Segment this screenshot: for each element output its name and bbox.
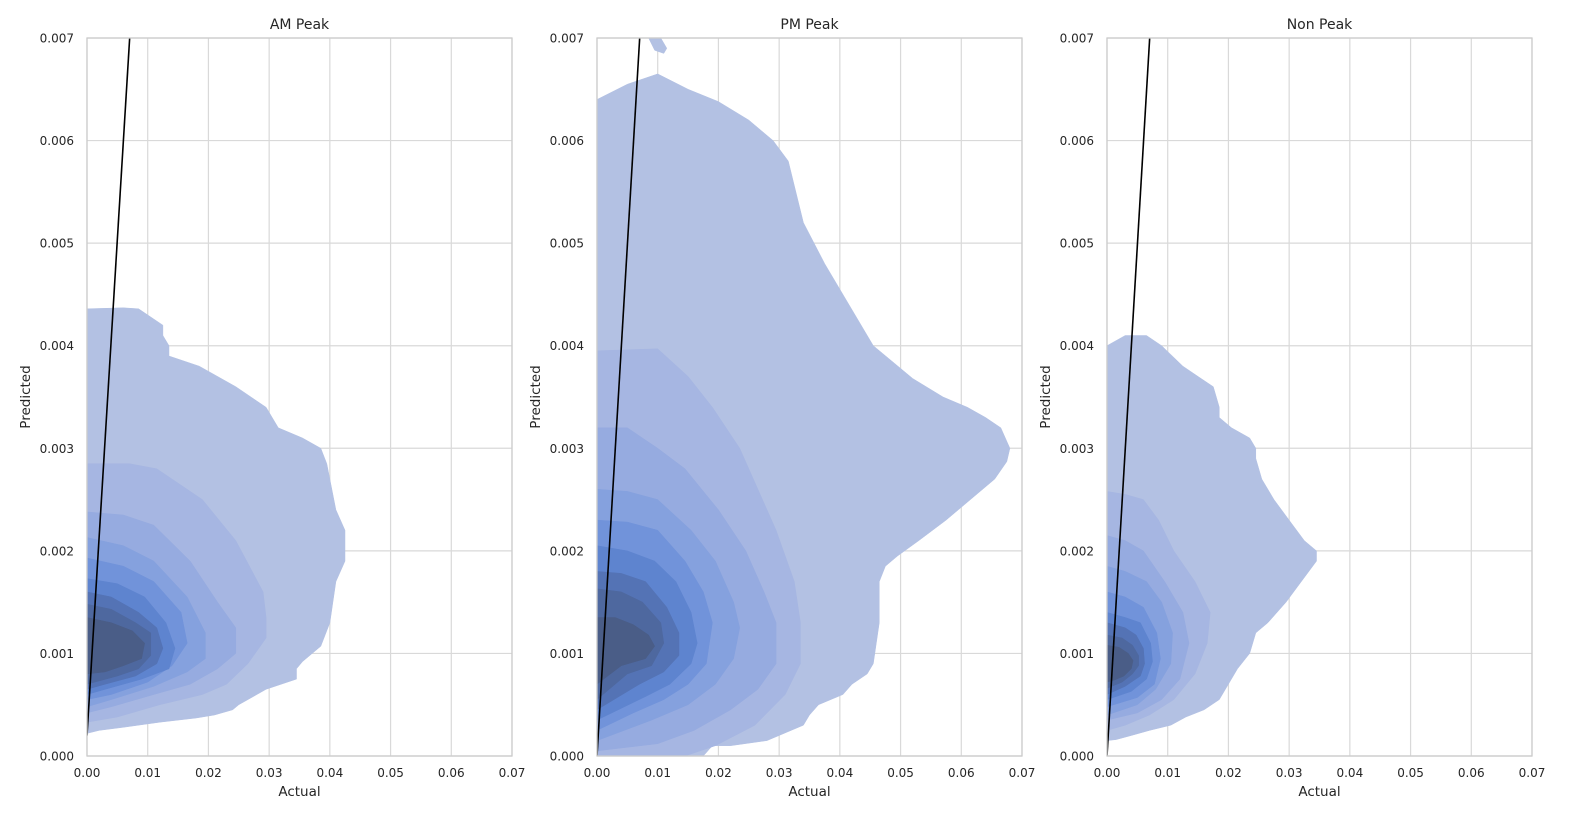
x-tick-label: 0.00 [74,766,101,780]
y-tick-label: 0.006 [550,134,584,148]
panel-title: AM Peak [270,17,330,33]
y-tick-label: 0.005 [550,237,584,251]
x-tick-label: 0.06 [438,766,465,780]
y-tick-label: 0.006 [1060,134,1094,148]
x-tick-label: 0.04 [316,766,343,780]
reference-line [1107,38,1151,756]
panel-1: 0.00 0.01 0.02 0.03 0.04 0.05 0.06 0.07 0.000 0.0… [18,17,525,800]
y-tick-label: 0.005 [1060,237,1094,251]
y-tick-label: 0.005 [40,237,74,251]
y-tick-label: 0.007 [550,32,584,46]
x-tick-label: 0.03 [766,766,793,780]
x-tick-label: 0.06 [948,766,975,780]
x-tick-label: 0.00 [584,766,611,780]
y-tick-label: 0.000 [550,750,584,764]
panel-2: 0.00 0.01 0.02 0.03 0.04 0.05 0.06 0.07 0.000 0.0… [528,17,1035,800]
x-axis-label: Actual [1298,784,1340,800]
y-tick-label: 0.002 [550,544,584,558]
y-tick-label: 0.002 [40,544,74,558]
x-tick-label: 0.04 [1336,766,1363,780]
x-tick-label: 0.02 [195,766,222,780]
y-tick-label: 0.007 [1060,32,1094,46]
y-tick-label: 0.003 [550,442,584,456]
kde-contour-level-9 [87,617,145,675]
y-tick-label: 0.004 [40,339,74,353]
y-tick-label: 0.007 [40,32,74,46]
kde-contours [1107,335,1317,741]
y-tick-label: 0.000 [1060,750,1094,764]
x-tick-label: 0.05 [887,766,914,780]
y-tick-label: 0.003 [40,442,74,456]
y-tick-label: 0.001 [550,647,584,661]
kde-contour-fragment [648,38,668,54]
reference-line [597,38,641,756]
panel-title: PM Peak [780,17,839,33]
y-tick-label: 0.006 [40,134,74,148]
x-tick-label: 0.01 [134,766,161,780]
kde-contours [87,307,346,734]
x-tick-label: 0.07 [1009,766,1036,780]
x-tick-label: 0.01 [1154,766,1181,780]
y-tick-label: 0.001 [40,647,74,661]
kde-contour-level-9 [597,617,655,685]
x-tick-label: 0.01 [644,766,671,780]
y-tick-label: 0.003 [1060,442,1094,456]
panel-title: Non Peak [1287,17,1353,33]
x-tick-label: 0.05 [1397,766,1424,780]
reference-line [87,38,131,736]
x-tick-label: 0.05 [377,766,404,780]
x-tick-label: 0.03 [256,766,283,780]
y-axis-label: Predicted [1038,365,1054,428]
x-tick-label: 0.02 [705,766,732,780]
panel-3: 0.00 0.01 0.02 0.03 0.04 0.05 0.06 0.07 0.000 0.0… [1038,17,1545,800]
y-axis-label: Predicted [18,365,34,428]
x-tick-label: 0.03 [1276,766,1303,780]
x-tick-label: 0.00 [1094,766,1121,780]
x-axis-label: Actual [788,784,830,800]
y-tick-label: 0.002 [1060,544,1094,558]
x-tick-label: 0.04 [826,766,853,780]
x-tick-label: 0.07 [499,766,526,780]
x-axis-label: Actual [278,784,320,800]
x-tick-label: 0.02 [1215,766,1242,780]
y-tick-label: 0.004 [1060,339,1094,353]
x-tick-label: 0.06 [1458,766,1485,780]
plot-frame [596,37,1023,757]
x-tick-label: 0.07 [1519,766,1546,780]
plot-frame [1106,37,1533,757]
y-axis-label: Predicted [528,365,544,428]
y-tick-label: 0.001 [1060,647,1094,661]
y-tick-label: 0.004 [550,339,584,353]
plot-frame [86,37,513,757]
y-tick-label: 0.000 [40,750,74,764]
kde-contours [597,38,1011,756]
